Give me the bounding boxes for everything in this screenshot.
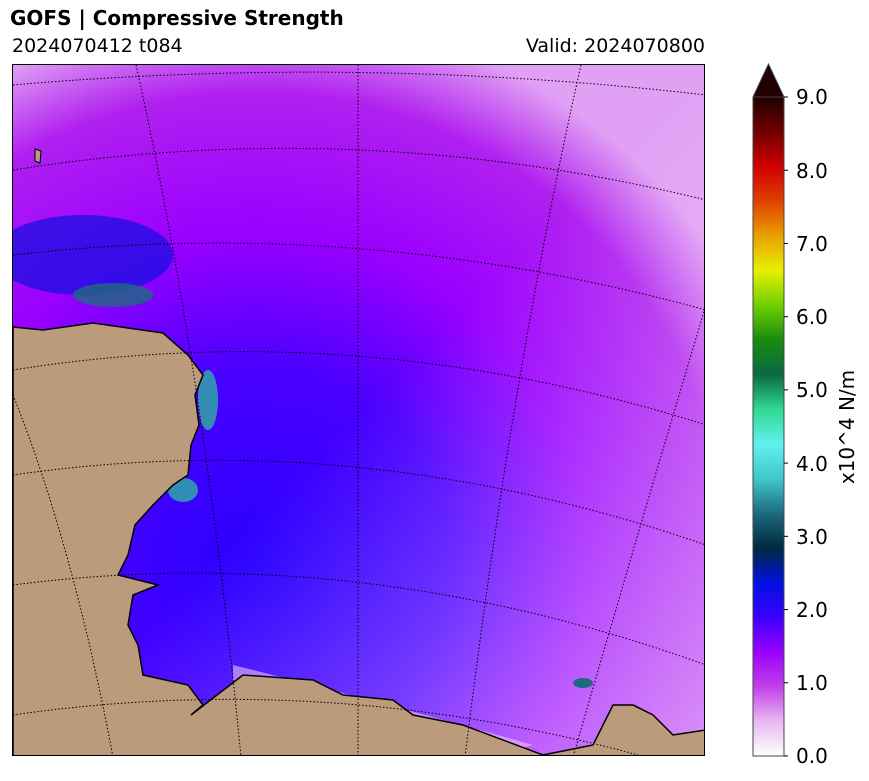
tick-label: 6.0 bbox=[796, 305, 828, 329]
tick-label: 3.0 bbox=[796, 525, 828, 549]
tick-label: 1.0 bbox=[796, 671, 828, 695]
tick-label: 7.0 bbox=[796, 232, 828, 256]
run-label: 2024070412 t084 bbox=[12, 35, 183, 57]
blue-band bbox=[13, 215, 173, 295]
island bbox=[34, 148, 42, 164]
valid-label: Valid: 2024070800 bbox=[525, 35, 705, 57]
colorbar bbox=[752, 62, 788, 757]
land-west bbox=[13, 322, 704, 755]
plot-title: GOFS | Compressive Strength bbox=[10, 6, 344, 30]
tick-label: 8.0 bbox=[796, 159, 828, 183]
colorbar-label: x10^4 N/m bbox=[835, 369, 859, 485]
tick-label: 2.0 bbox=[796, 598, 828, 622]
colorbar-gradient bbox=[752, 96, 785, 757]
tick-label: 0.0 bbox=[796, 744, 828, 768]
colorbar-extend-arrow bbox=[752, 62, 785, 98]
tick-label: 5.0 bbox=[796, 378, 828, 402]
tick-label: 9.0 bbox=[796, 85, 828, 109]
tick-label: 4.0 bbox=[796, 452, 828, 476]
graticule bbox=[13, 65, 704, 755]
map-panel bbox=[12, 64, 705, 756]
